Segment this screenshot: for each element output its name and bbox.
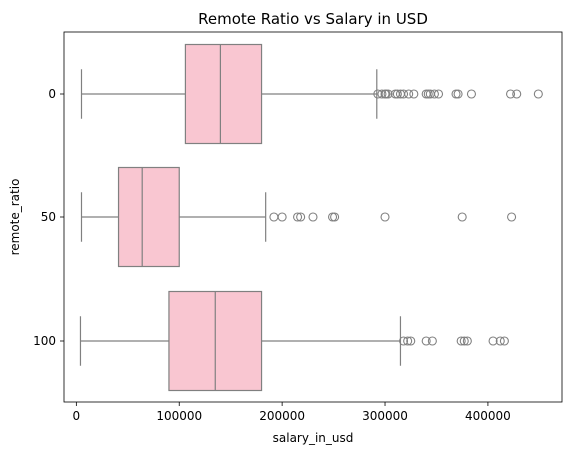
outlier-point xyxy=(456,336,466,346)
y-tick-label: 100 xyxy=(33,334,56,348)
outlier-point xyxy=(506,89,516,99)
y-axis-label: remote_ratio xyxy=(8,179,22,256)
outlier-point xyxy=(383,89,393,99)
outlier-point xyxy=(457,212,467,222)
outlier-point xyxy=(433,89,444,99)
outlier-point xyxy=(512,89,522,99)
x-tick-label: 200000 xyxy=(259,409,305,423)
outlier-point xyxy=(296,212,306,222)
outlier-point xyxy=(404,89,414,99)
outlier-point xyxy=(398,336,409,346)
outlier-point xyxy=(462,336,472,346)
box-group-50 xyxy=(80,166,517,268)
x-tick-label: 0 xyxy=(73,409,81,423)
x-tick-label: 300000 xyxy=(362,409,408,423)
outlier-point xyxy=(459,336,469,346)
outlier-point xyxy=(406,336,416,346)
outlier-point xyxy=(293,212,303,222)
boxplot-marks xyxy=(79,43,543,392)
outlier-point xyxy=(453,89,463,99)
outlier-point xyxy=(499,336,509,346)
outlier-point xyxy=(277,212,287,222)
axes: 0 100000 200000 300000 400000 0 50 100 xyxy=(33,87,511,423)
outlier-point xyxy=(308,212,318,222)
outlier-point xyxy=(403,336,413,346)
x-tick-label: 100000 xyxy=(156,409,202,423)
outlier-point xyxy=(421,336,431,346)
outlier-point xyxy=(398,89,409,99)
outlier-point xyxy=(488,336,498,346)
outlier-point xyxy=(533,89,543,99)
outlier-point xyxy=(507,212,517,222)
outlier-point xyxy=(429,89,439,99)
outlier-point xyxy=(330,212,340,222)
outlier-point xyxy=(392,89,402,99)
box-50 xyxy=(117,166,180,268)
box-0 xyxy=(184,43,263,145)
outlier-point xyxy=(409,89,419,99)
outlier-point xyxy=(380,212,390,222)
box-group-0 xyxy=(80,43,543,145)
x-tick-label: 400000 xyxy=(465,409,511,423)
box-group-100 xyxy=(79,290,509,392)
outlier-point xyxy=(495,336,505,346)
y-tick-label: 50 xyxy=(41,210,56,224)
x-axis-label: salary_in_usd xyxy=(273,431,354,445)
outlier-point xyxy=(427,336,437,346)
y-tick-label: 0 xyxy=(48,87,56,101)
outlier-point xyxy=(377,89,387,99)
chart-title: Remote Ratio vs Salary in USD xyxy=(198,10,428,28)
outlier-point xyxy=(466,89,477,99)
outlier-point xyxy=(269,212,279,222)
